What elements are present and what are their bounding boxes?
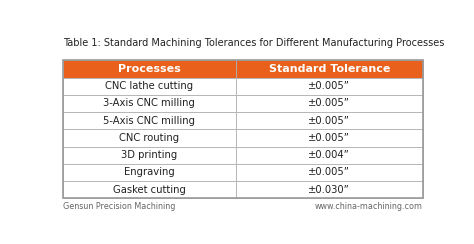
Text: 5-Axis CNC milling: 5-Axis CNC milling (103, 116, 195, 126)
Text: CNC lathe cutting: CNC lathe cutting (105, 81, 193, 91)
Text: ±0.005”: ±0.005” (309, 133, 350, 143)
Text: Standard Tolerance: Standard Tolerance (269, 64, 390, 74)
Text: 3-Axis CNC milling: 3-Axis CNC milling (103, 98, 195, 108)
Bar (63, 181, 236, 198)
Text: www.china-machining.com: www.china-machining.com (315, 202, 423, 211)
Text: Table 1: Standard Machining Tolerances for Different Manufacturing Processes: Table 1: Standard Machining Tolerances f… (63, 38, 444, 48)
Bar (236, 95, 423, 112)
Bar (63, 60, 236, 78)
Text: ±0.005”: ±0.005” (309, 167, 350, 177)
Bar (63, 95, 236, 112)
Text: ±0.005”: ±0.005” (309, 116, 350, 126)
Bar (63, 164, 236, 181)
Bar (63, 60, 423, 198)
Text: Processes: Processes (118, 64, 181, 74)
Bar (63, 112, 236, 129)
Text: Gensun Precision Machining: Gensun Precision Machining (63, 202, 175, 211)
Text: ±0.004”: ±0.004” (309, 150, 350, 160)
Text: CNC routing: CNC routing (119, 133, 179, 143)
Text: Engraving: Engraving (124, 167, 175, 177)
Bar (236, 60, 423, 78)
Bar (236, 164, 423, 181)
Bar (63, 129, 236, 147)
Text: ±0.005”: ±0.005” (309, 98, 350, 108)
Bar (236, 147, 423, 164)
Text: Gasket cutting: Gasket cutting (113, 185, 186, 195)
Bar (63, 78, 236, 95)
Text: ±0.005”: ±0.005” (309, 81, 350, 91)
Text: ±0.030”: ±0.030” (309, 185, 350, 195)
Text: 3D printing: 3D printing (121, 150, 177, 160)
Bar (236, 112, 423, 129)
Bar (236, 129, 423, 147)
Bar (236, 181, 423, 198)
Bar (63, 147, 236, 164)
Bar (236, 78, 423, 95)
